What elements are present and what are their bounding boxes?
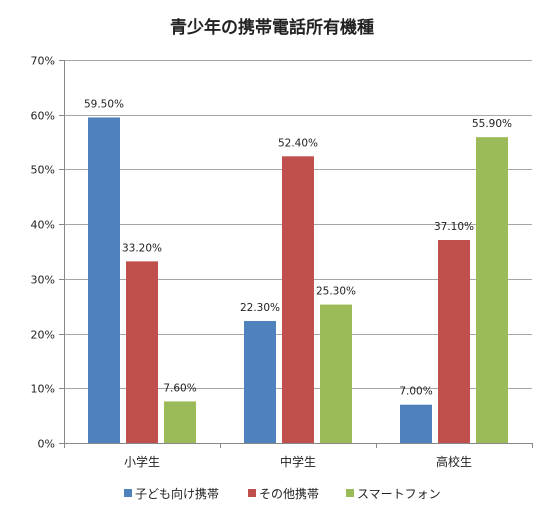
legend-label: その他携帯 [259,486,319,501]
bar [438,240,470,443]
data-label: 37.10% [434,221,474,233]
legend-swatch [124,489,132,497]
bar [164,401,196,443]
x-axis-categories: 小学生 中学生 高校生 [124,454,472,469]
bar [244,320,276,443]
bar [88,117,120,443]
y-tick-label: 40% [31,219,55,232]
y-tick-label: 70% [31,55,55,68]
y-tick-label: 0% [38,438,55,451]
y-tick-label: 20% [31,329,55,342]
y-tick-label: 10% [31,383,55,396]
chart-title: 青少年の携帯電話所有機種 [170,17,374,38]
data-label: 22.30% [240,302,280,314]
y-tick-label: 60% [31,110,55,123]
bar [320,304,352,443]
legend-swatch [248,489,256,497]
data-label: 33.20% [122,242,162,254]
category-label: 中学生 [280,454,316,469]
y-tick-label: 50% [31,164,55,177]
bars [88,117,508,443]
legend: 子ども向け携帯 その他携帯 スマートフォン [124,486,441,501]
bar [476,137,508,443]
y-axis-ticks: 0% 10% 20% 30% 40% 50% 60% 70% [31,55,64,451]
bar [400,404,432,443]
bar [282,156,314,443]
y-tick-label: 30% [31,274,55,287]
data-label: 55.90% [472,118,512,130]
bar [126,261,158,443]
legend-label: スマートフォン [357,487,441,501]
axes [64,60,533,448]
category-label: 小学生 [124,454,160,469]
data-label: 59.50% [84,98,124,110]
data-label: 7.60% [163,382,196,394]
data-label: 52.40% [278,137,318,149]
legend-swatch [346,489,354,497]
data-labels: 59.50% 22.30% 7.00% 33.20% 52.40% 37.10% 7.60%… [84,98,512,397]
data-label: 7.00% [399,386,432,398]
legend-label: 子ども向け携帯 [135,486,219,501]
category-label: 高校生 [436,454,472,469]
data-label: 25.30% [316,286,356,298]
